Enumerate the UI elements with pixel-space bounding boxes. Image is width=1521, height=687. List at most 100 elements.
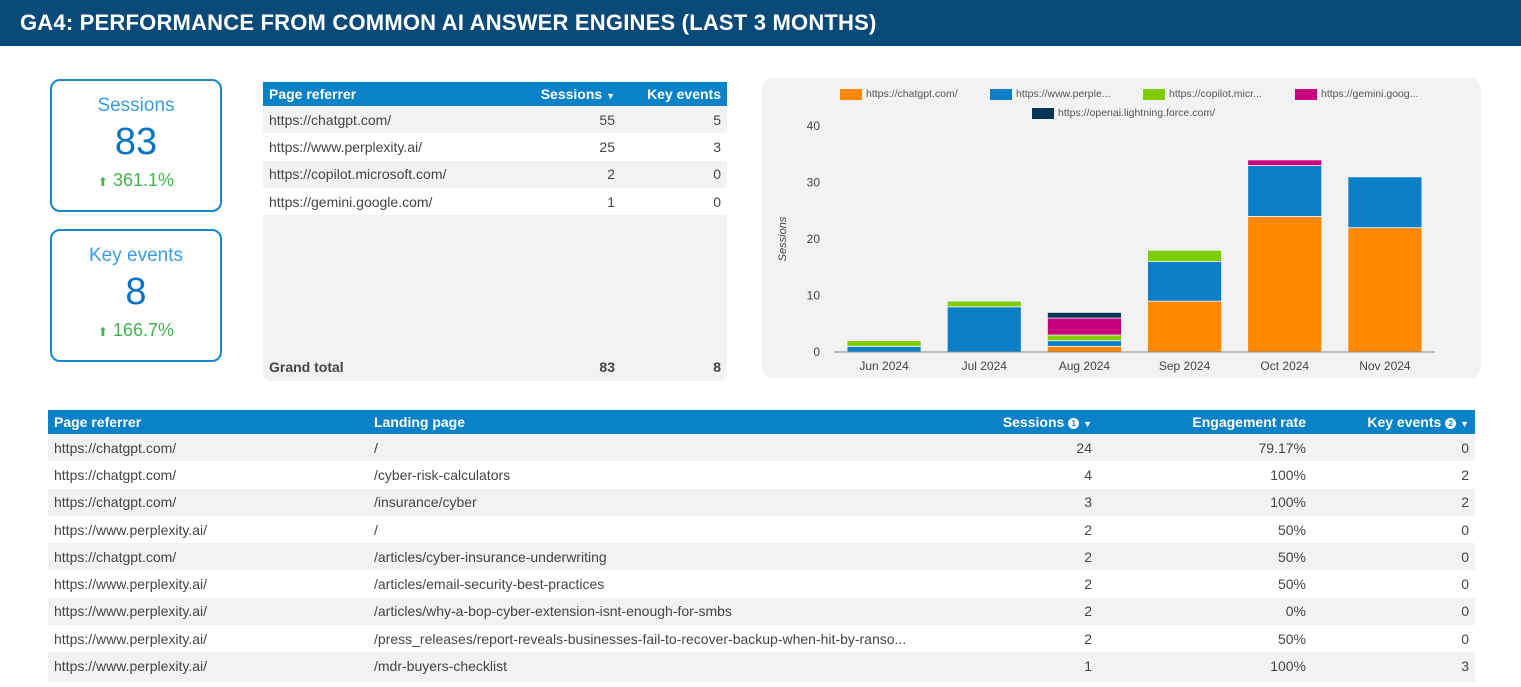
table-row[interactable]: https://www.perplexity.ai/ /articles/why-… xyxy=(48,597,1475,626)
column-header-page-referrer[interactable]: Page referrer xyxy=(269,86,357,102)
bar-segment[interactable] xyxy=(1047,334,1122,342)
cell-page-referrer: https://chatgpt.com/ xyxy=(54,548,177,565)
bar-segment[interactable] xyxy=(1247,165,1323,217)
y-tick-label: 30 xyxy=(807,176,821,190)
legend-item[interactable]: https://www.perple... xyxy=(990,88,1111,100)
bar-segment[interactable] xyxy=(1247,159,1323,166)
sort-order-badge: 2 xyxy=(1445,417,1457,429)
legend-item[interactable]: https://openai.lightning.force.com/ xyxy=(1032,107,1215,119)
cell-page-referrer: https://copilot.microsoft.com/ xyxy=(269,166,447,183)
y-axis-label: Sessions xyxy=(777,216,789,261)
cell-key-events: 0 xyxy=(1461,603,1469,620)
cell-landing-page: /mdr-buyers-checklist xyxy=(374,658,508,675)
y-tick-label: 20 xyxy=(807,232,821,246)
y-tick-label: 10 xyxy=(807,289,821,303)
cell-sessions: 24 xyxy=(1076,439,1092,456)
bar-segment[interactable] xyxy=(1147,261,1222,302)
table-row[interactable]: https://chatgpt.com/55 5 xyxy=(263,106,727,134)
bar-segment[interactable] xyxy=(1147,300,1222,353)
column-label: Sessions xyxy=(1002,414,1065,430)
cell-sessions: 2 xyxy=(1084,548,1092,565)
x-tick-label: Jul 2024 xyxy=(962,359,1008,373)
table-row[interactable]: https://www.perplexity.ai/25 3 xyxy=(263,133,727,161)
cell-engagement-rate: 100% xyxy=(1270,466,1306,483)
column-header-sessions[interactable]: Sessions 1 ▼ xyxy=(948,414,1098,430)
table-row[interactable]: https://chatgpt.com/ / 24 79.17% 0 xyxy=(48,434,1475,462)
bar-segment[interactable] xyxy=(1047,312,1122,319)
bar-segment[interactable] xyxy=(1147,249,1222,263)
table-row[interactable]: https://gemini.google.com/1 0 xyxy=(263,187,727,216)
column-header-sessions[interactable]: Sessions ▼ xyxy=(525,86,621,102)
table-row[interactable]: https://www.perplexity.ai/ /press_release… xyxy=(48,625,1475,653)
cell-page-referrer: https://www.perplexity.ai/ xyxy=(54,576,208,593)
legend-label: https://openai.lightning.force.com/ xyxy=(1058,107,1216,119)
legend-swatch xyxy=(840,88,862,100)
cell-key-events: 0 xyxy=(1461,576,1469,593)
bar-segment[interactable] xyxy=(946,300,1022,308)
column-header-landing-page[interactable]: Landing page xyxy=(374,414,465,430)
cell-key-events: 2 xyxy=(1461,494,1469,511)
cell-page-referrer: https://chatgpt.com/ xyxy=(54,439,177,456)
cell-page-referrer: https://www.perplexity.ai/ xyxy=(269,138,423,155)
referrer-table: Page referrer Sessions ▼ Key events http… xyxy=(263,82,727,381)
bar-segment[interactable] xyxy=(1347,227,1423,353)
cell-sessions: 55 xyxy=(599,111,615,128)
scorecard-delta: 361.1% xyxy=(113,170,175,190)
cell-landing-page: /press_releases/report-reveals-businesse… xyxy=(374,630,907,647)
legend-label: https://chatgpt.com/ xyxy=(866,88,958,100)
caret-down-icon: ▼ xyxy=(1083,419,1092,429)
column-header-key-events[interactable]: Key events xyxy=(647,86,721,102)
bar-segment[interactable] xyxy=(1047,345,1122,353)
landing-page-table: Page referrer Landing page Sessions 1 ▼ … xyxy=(48,410,1475,682)
column-header-engagement-rate[interactable]: Engagement rate xyxy=(1192,414,1306,430)
legend-item[interactable]: https://chatgpt.com/ xyxy=(840,88,958,100)
cell-engagement-rate: 100% xyxy=(1270,658,1306,675)
cell-key-events: 0 xyxy=(1461,548,1469,565)
x-tick-label: Oct 2024 xyxy=(1260,359,1309,373)
legend-swatch xyxy=(990,88,1012,100)
bar-segment[interactable] xyxy=(846,340,922,347)
scorecard-value: 83 xyxy=(114,121,158,163)
table-row[interactable]: https://www.perplexity.ai/ /articles/emai… xyxy=(48,570,1475,598)
table-row[interactable]: https://chatgpt.com/ /insurance/cyber 3 100… xyxy=(48,488,1475,516)
bar-segment[interactable] xyxy=(846,345,922,353)
cell-landing-page: /articles/why-a-bop-cyber-extension-isnt… xyxy=(374,603,732,620)
column-header-page-referrer[interactable]: Page referrer xyxy=(54,414,142,430)
cell-sessions: 2 xyxy=(607,166,615,183)
cell-engagement-rate: 100% xyxy=(1270,494,1306,511)
caret-down-icon: ▼ xyxy=(606,91,615,101)
legend-item[interactable]: https://copilot.micr... xyxy=(1143,88,1262,100)
cell-key-events: 0 xyxy=(713,193,721,210)
page-title: GA4: PERFORMANCE FROM COMMON AI ANSWER E… xyxy=(0,0,1521,46)
cell-sessions: 1 xyxy=(1084,658,1092,675)
bar-segment[interactable] xyxy=(1347,176,1423,229)
scorecard-delta: 166.7% xyxy=(113,320,175,340)
cell-landing-page: /articles/email-security-best-practices xyxy=(374,576,605,593)
bar-segment[interactable] xyxy=(1247,215,1323,353)
cell-key-events: 0 xyxy=(1461,630,1469,647)
table-row[interactable]: https://www.perplexity.ai/ / 2 50% 0 xyxy=(48,515,1475,544)
column-header-key-events[interactable]: Key events 2 ▼ xyxy=(1312,414,1475,430)
cell-sessions: 4 xyxy=(1084,466,1092,483)
cell-sessions: 2 xyxy=(1084,521,1092,538)
cell-key-events: 5 xyxy=(713,111,721,128)
caret-down-icon: ▼ xyxy=(1460,419,1469,429)
table-row[interactable]: https://chatgpt.com/ /articles/cyber-insu… xyxy=(48,543,1475,571)
legend-label: https://copilot.micr... xyxy=(1169,88,1262,100)
table-row[interactable]: https://chatgpt.com/ /cyber-risk-calculat… xyxy=(48,461,1475,489)
table-row[interactable]: https://www.perplexity.ai/ /mdr-buyers-ch… xyxy=(48,652,1475,680)
bar-segment[interactable] xyxy=(1047,340,1122,347)
table-row[interactable]: https://copilot.microsoft.com/2 0 xyxy=(263,160,727,188)
cell-engagement-rate: 50% xyxy=(1277,521,1306,538)
cell-page-referrer: https://chatgpt.com/ xyxy=(54,466,177,483)
y-tick-label: 0 xyxy=(813,345,820,359)
legend-item[interactable]: https://gemini.goog... xyxy=(1295,88,1418,100)
cell-key-events: 3 xyxy=(1461,658,1469,675)
column-label: Sessions xyxy=(540,86,603,102)
legend-swatch xyxy=(1143,88,1165,100)
bar-segment[interactable] xyxy=(1047,317,1122,336)
cell-key-events: 0 xyxy=(1461,439,1469,456)
table-header: Page referrer Sessions ▼ Key events xyxy=(263,82,727,106)
bar-segment[interactable] xyxy=(946,306,1022,353)
grand-total-row: Grand total 83 8 xyxy=(263,354,727,381)
